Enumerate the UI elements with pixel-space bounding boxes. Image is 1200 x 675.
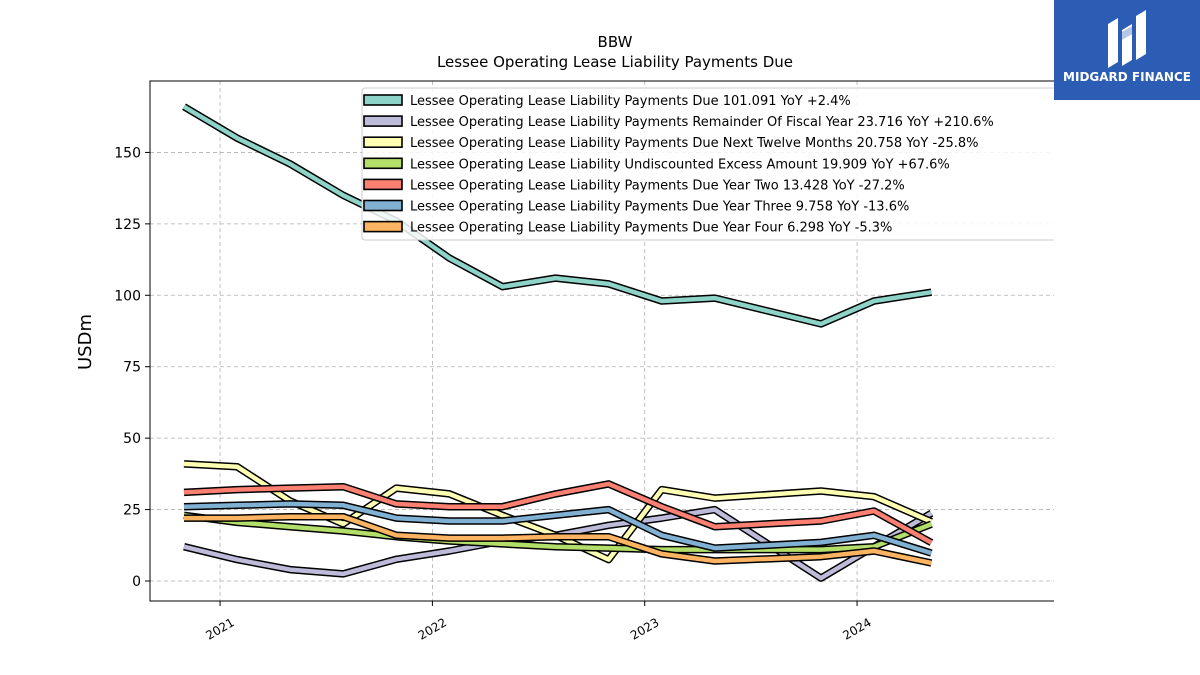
y-tick-label: 75	[123, 360, 141, 376]
legend: Lessee Operating Lease Liability Payment…	[361, 87, 1054, 241]
series-line-5	[183, 480, 934, 546]
legend-item-6: Lessee Operating Lease Liability Payment…	[363, 199, 909, 215]
line-chart: BBW Lessee Operating Lease Liability Pay…	[75, 33, 1054, 643]
legend-label: Lessee Operating Lease Liability Payment…	[410, 200, 909, 215]
x-tick-label: 2024	[840, 615, 873, 642]
logo-mark-icon	[1108, 10, 1146, 68]
legend-item-5: Lessee Operating Lease Liability Payment…	[363, 178, 905, 193]
series-line-6	[183, 500, 933, 557]
y-tick-label: 25	[123, 503, 141, 519]
series-lines	[182, 103, 934, 582]
legend-swatch	[363, 115, 403, 127]
logo-text: MIDGARD FINANCE	[1063, 70, 1191, 84]
legend-swatch	[363, 220, 403, 233]
series-line-4	[183, 511, 933, 554]
x-tick-label: 2022	[416, 615, 449, 642]
legend-label: Lessee Operating Lease Liability Payment…	[410, 115, 994, 130]
plot-frame	[149, 80, 1054, 602]
y-tick-label: 0	[132, 574, 141, 590]
y-tick-label: 150	[114, 145, 141, 161]
legend-label: Lessee Operating Lease Liability Payment…	[410, 136, 979, 151]
y-tick-label: 50	[123, 431, 141, 447]
legend-label: Lessee Operating Lease Liability Payment…	[410, 221, 892, 236]
legend-label: Lessee Operating Lease Liability Payment…	[410, 178, 905, 193]
brand-logo: MIDGARD FINANCE	[1054, 0, 1200, 100]
legend-swatch	[363, 157, 403, 170]
legend-item-7: Lessee Operating Lease Liability Payment…	[363, 220, 892, 236]
legend-swatch	[363, 178, 403, 191]
legend-item-4: Lessee Operating Lease Liability Undisco…	[363, 157, 950, 172]
legend-item-1: Lessee Operating Lease Liability Payment…	[363, 94, 851, 109]
chart-title: BBW	[598, 33, 633, 51]
series-line-1	[182, 103, 932, 328]
chart-subtitle: Lessee Operating Lease Liability Payment…	[437, 53, 793, 71]
series-line-7	[184, 512, 933, 567]
x-tick-label: 2021	[203, 615, 236, 642]
legend-item-3: Lessee Operating Lease Liability Payment…	[363, 136, 979, 151]
legend-box	[361, 87, 1054, 241]
legend-swatch	[363, 199, 403, 212]
legend-swatch	[363, 136, 403, 148]
y-tick-label: 100	[114, 288, 141, 304]
legend-label: Lessee Operating Lease Liability Payment…	[410, 94, 851, 109]
legend-swatch	[363, 94, 403, 106]
y-tick-label: 125	[114, 217, 141, 233]
y-axis-label: USDm	[75, 314, 96, 370]
x-tick-label: 2023	[628, 615, 661, 642]
legend-label: Lessee Operating Lease Liability Undisco…	[410, 157, 950, 172]
legend-item-2: Lessee Operating Lease Liability Payment…	[363, 115, 994, 130]
